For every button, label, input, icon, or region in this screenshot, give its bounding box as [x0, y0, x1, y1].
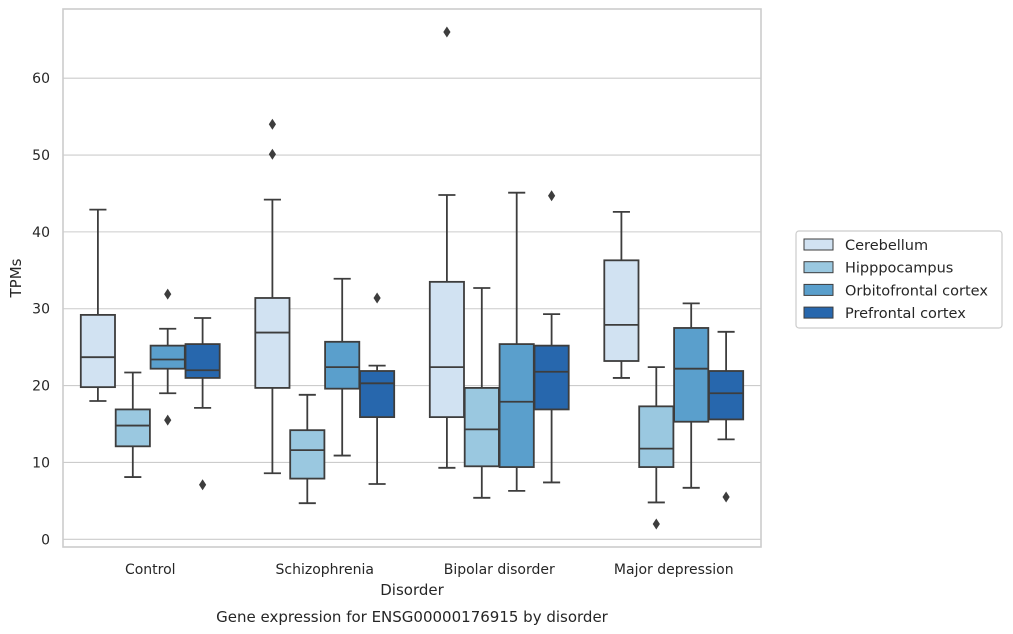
box-group — [498, 191, 535, 492]
legend-frame — [795, 230, 1003, 329]
y-tick-label: 30 — [32, 302, 50, 318]
chart-title: Gene expression for ENSG00000176915 by d… — [216, 608, 609, 626]
box-group — [673, 302, 710, 489]
box-iqr — [324, 340, 361, 390]
box-group — [463, 287, 500, 499]
box-group — [708, 330, 745, 503]
y-tick-label: 10 — [32, 455, 50, 471]
box-iqr — [603, 259, 640, 362]
x-axis-label: Disorder — [380, 581, 444, 599]
x-tick-label: Control — [125, 562, 176, 578]
box-iqr — [638, 405, 675, 468]
legend-entry: Prefrontal cortex — [845, 306, 966, 322]
grid-lines — [63, 77, 761, 540]
outlier-point — [268, 118, 276, 130]
y-tick-label: 50 — [32, 148, 50, 164]
outlier-point — [164, 288, 172, 300]
box-group — [79, 208, 116, 402]
box-group — [114, 371, 151, 478]
x-tick-labels: Control Schizophrenia Bipolar disorder Majo… — [125, 562, 734, 578]
box-group — [184, 317, 221, 491]
outlier-point — [722, 491, 730, 503]
legend-swatch — [803, 261, 834, 274]
box-group — [149, 288, 186, 426]
box-iqr — [708, 370, 745, 421]
y-tick-label: 0 — [41, 532, 50, 548]
box-iqr — [463, 387, 500, 468]
outlier-point — [268, 148, 276, 160]
outlier-point — [548, 190, 556, 202]
box-iqr — [428, 280, 465, 419]
box-group — [428, 26, 465, 469]
x-tick-label: Major depression — [614, 562, 734, 578]
box-iqr — [673, 327, 710, 423]
box-iqr — [289, 429, 326, 480]
box-group — [289, 393, 326, 505]
box-series — [79, 26, 745, 530]
plot-area-frame — [62, 8, 762, 548]
box-iqr — [114, 408, 151, 448]
y-tick-label: 60 — [32, 71, 50, 87]
y-tick-label: 20 — [32, 379, 50, 395]
legend-swatch — [803, 283, 834, 296]
box-iqr — [79, 313, 116, 389]
outlier-point — [199, 479, 207, 491]
box-group — [603, 211, 640, 379]
outlier-point — [443, 26, 451, 38]
legend-entry: Cerebellum — [845, 238, 928, 254]
legend-entry: Hipppocampus — [845, 261, 953, 277]
legend-entry: Orbitofrontal cortex — [845, 283, 988, 299]
box-iqr — [149, 344, 186, 370]
box-group — [324, 277, 361, 457]
box-iqr — [359, 370, 396, 419]
box-iqr — [533, 344, 570, 411]
legend-swatch — [803, 306, 834, 319]
x-tick-label: Schizophrenia — [276, 562, 374, 578]
legend-swatch — [803, 238, 834, 251]
y-axis-label: TPMs — [7, 258, 25, 298]
outlier-point — [652, 518, 660, 530]
x-tick-label: Bipolar disorder — [444, 562, 555, 578]
box-group — [254, 118, 291, 475]
legend: Cerebellum Hipppocampus Orbitofrontal cort… — [795, 230, 1003, 329]
box-iqr — [498, 343, 535, 468]
box-iqr — [184, 343, 221, 379]
y-tick-label: 40 — [32, 225, 50, 241]
box-group — [359, 292, 396, 485]
box-group — [638, 366, 675, 530]
box-group — [533, 190, 570, 484]
outlier-point — [373, 292, 381, 304]
y-tick-labels: 0 10 20 30 40 50 60 — [32, 71, 50, 548]
box-iqr — [254, 297, 291, 389]
outlier-point — [164, 414, 172, 426]
